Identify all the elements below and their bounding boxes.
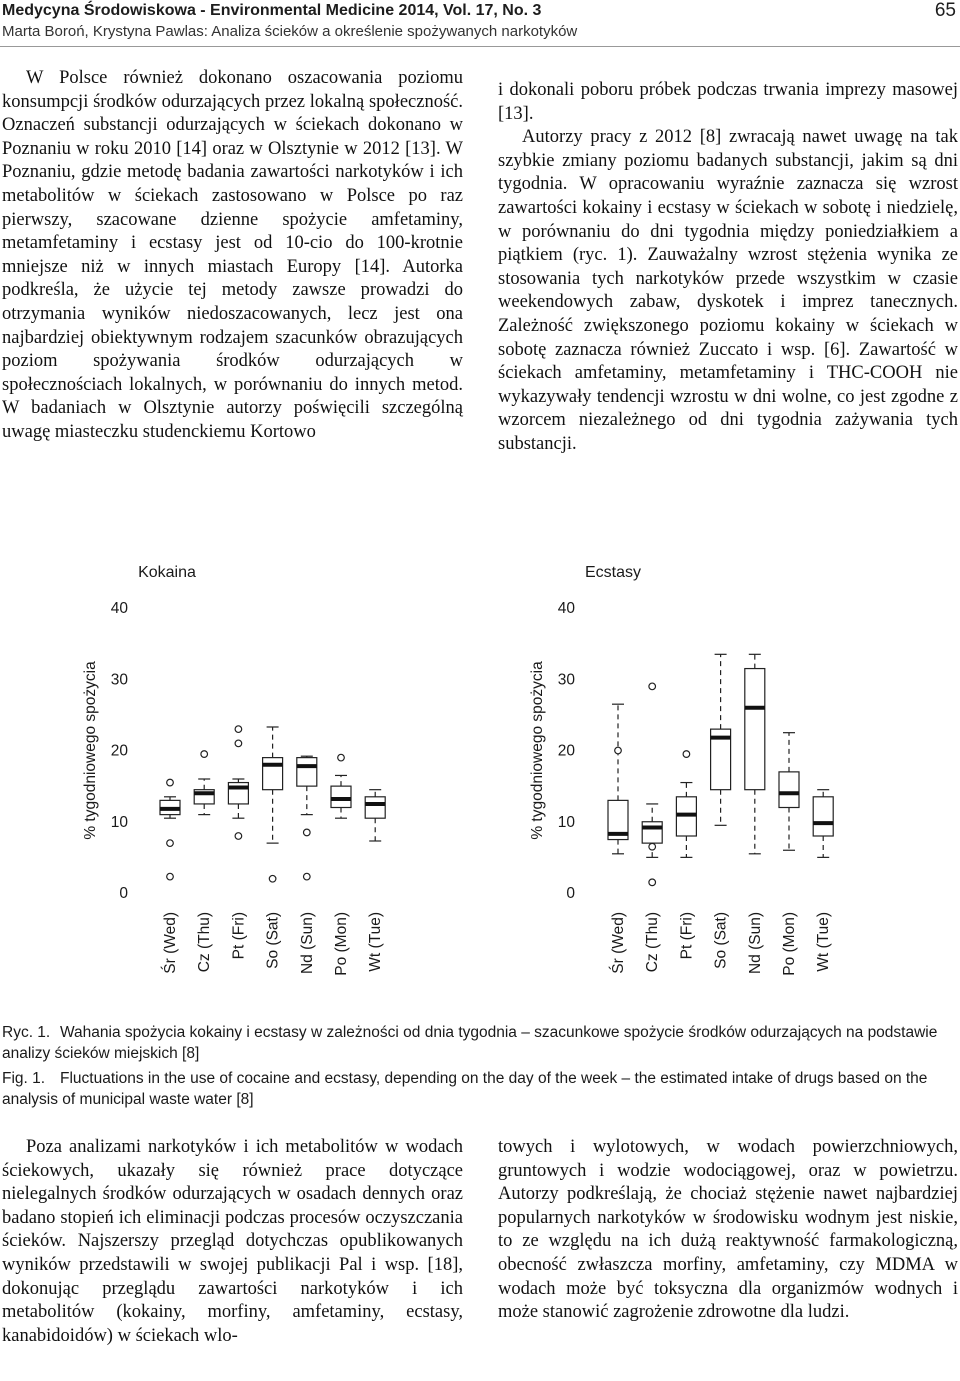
x-tick-label: Cz (Thu) xyxy=(196,912,213,972)
paragraph: i dokonali poboru próbek podczas trwania… xyxy=(498,80,958,124)
header-divider xyxy=(0,46,960,47)
text-column-left-top: W Polsce również dokonano oszacowania po… xyxy=(2,67,463,445)
box xyxy=(709,728,732,791)
outlier-point xyxy=(200,750,209,758)
paragraph: Autorzy pracy z 2012 [8] zwracają nawet … xyxy=(498,127,958,454)
chart-title: Ecstasy xyxy=(585,564,641,581)
paragraph: W Polsce również dokonano oszacowania po… xyxy=(2,68,463,442)
x-tick-label: Cz (Thu) xyxy=(644,912,661,972)
x-tick-label: Wt (Tue) xyxy=(367,912,384,972)
box xyxy=(330,785,352,809)
outlier-point xyxy=(268,874,277,883)
y-tick-label: 40 xyxy=(558,600,576,617)
x-tick-label: Nd (Sun) xyxy=(299,912,316,974)
x-tick-label: Nd (Sun) xyxy=(747,912,764,974)
outlier-point xyxy=(682,750,691,758)
outlier-point xyxy=(614,746,622,755)
box xyxy=(607,799,629,841)
text-column-right-bottom: towych i wylotowych, w wodach powierzchn… xyxy=(498,1136,958,1325)
paragraph: towych i wylotowych, w wodach powierzchn… xyxy=(498,1137,958,1323)
x-tick-label: Po (Mon) xyxy=(781,912,798,976)
box xyxy=(262,757,284,791)
outlier-point xyxy=(302,828,311,837)
box xyxy=(364,796,386,819)
y-tick-label: 30 xyxy=(558,671,576,688)
running-head: Marta Boroń, Krystyna Pawlas: Analiza śc… xyxy=(2,23,578,40)
box xyxy=(641,821,663,844)
x-tick-label: Wt (Tue) xyxy=(815,912,832,972)
y-tick-label: 20 xyxy=(558,743,576,760)
outlier-point xyxy=(166,778,174,787)
paragraph: Poza analizami narkotyków i ich metaboli… xyxy=(2,1137,463,1346)
caption-text: Wahania spożycia kokainy i ecstasy w zal… xyxy=(2,1024,938,1062)
x-tick-label: Po (Mon) xyxy=(333,912,350,976)
x-tick-label: Śr (Wed) xyxy=(609,912,627,974)
outlier-point xyxy=(234,739,243,748)
outlier-point xyxy=(234,832,243,840)
x-tick-label: Pt (Fri) xyxy=(230,912,247,959)
outlier-point xyxy=(648,878,657,887)
y-axis-label: % tygodniowego spożycia xyxy=(529,661,546,840)
y-axis-label: % tygodniowego spożycia xyxy=(82,661,99,840)
figure-caption-en: Fig. 1. Fluctuations in the use of cocain… xyxy=(2,1068,960,1110)
x-tick-label: So (Sat) xyxy=(265,912,282,969)
y-tick-label: 30 xyxy=(111,671,129,688)
box xyxy=(812,796,834,837)
chart-title: Kokaina xyxy=(138,564,196,581)
outlier-point xyxy=(166,872,174,881)
y-tick-label: 40 xyxy=(111,600,129,617)
text-column-right-top: i dokonali poboru próbek podczas trwania… xyxy=(498,79,958,457)
caption-label: Fig. 1. xyxy=(2,1070,46,1087)
outlier-point xyxy=(166,839,174,848)
x-tick-label: So (Sat) xyxy=(713,912,730,969)
box xyxy=(778,771,800,809)
x-tick-label: Śr (Wed) xyxy=(161,912,179,974)
y-tick-label: 10 xyxy=(558,814,576,831)
y-tick-label: 0 xyxy=(119,885,128,902)
journal-title: Medycyna Środowiskowa - Environmental Me… xyxy=(2,2,542,19)
outlier-point xyxy=(648,842,657,851)
outlier-point xyxy=(302,872,311,881)
y-tick-label: 0 xyxy=(566,885,575,902)
figure-caption-pl: Ryc. 1. Wahania spożycia kokainy i ecstas… xyxy=(2,1022,960,1064)
y-tick-label: 10 xyxy=(111,814,129,831)
page-number: 65 xyxy=(934,0,956,21)
outlier-point xyxy=(337,753,345,762)
y-tick-label: 20 xyxy=(111,743,129,760)
outlier-point xyxy=(234,725,243,734)
box xyxy=(744,667,766,791)
caption-label: Ryc. 1. xyxy=(2,1024,51,1041)
figure-boxplots: Kokaina 0 10 20 30 40 % tygodniowego spożycia Ś… xyxy=(0,550,960,1020)
x-tick-label: Pt (Fri) xyxy=(678,912,695,959)
boxplot-figure-svg: Kokaina 0 10 20 30 40 % tygodniowego spożycia Ś… xyxy=(82,564,834,976)
outlier-point xyxy=(648,682,657,691)
text-column-left-bottom: Poza analizami narkotyków i ich metaboli… xyxy=(2,1136,463,1348)
caption-text: Fluctuations in the use of cocaine and e… xyxy=(2,1070,928,1108)
box xyxy=(296,757,318,787)
